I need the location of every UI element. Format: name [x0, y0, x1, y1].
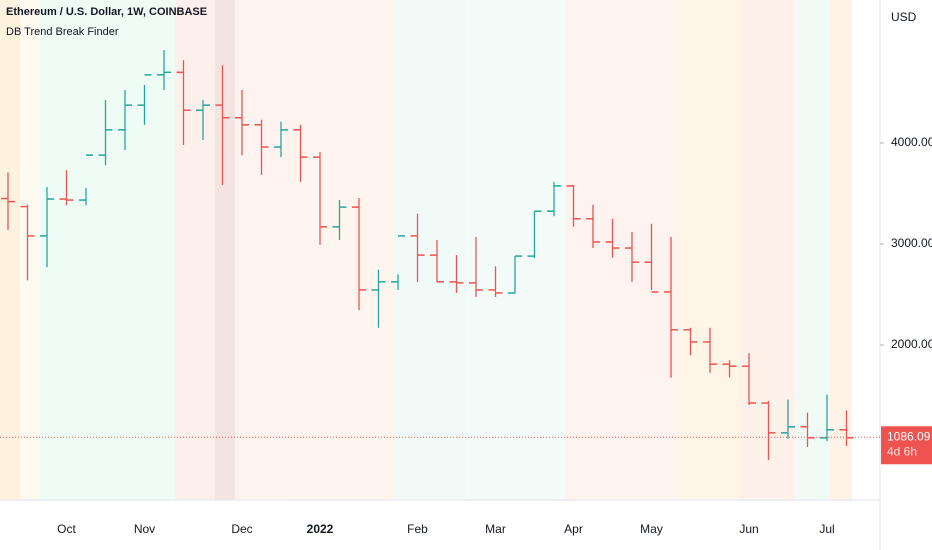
y-tick-label: 4000.00: [891, 135, 932, 149]
band: [295, 0, 395, 500]
band: [740, 0, 795, 500]
countdown-label: 4d 6h: [887, 444, 917, 458]
band: [680, 0, 740, 500]
band: [215, 0, 235, 500]
y-axis-label: USD: [891, 10, 917, 24]
x-tick-label: Nov: [134, 522, 155, 536]
x-tick-label: Jun: [739, 522, 758, 536]
band: [465, 0, 565, 500]
band: [795, 0, 830, 500]
x-tick-label: Dec: [231, 522, 252, 536]
x-tick-label: 2022: [307, 522, 334, 536]
band: [40, 0, 175, 500]
y-tick-label: 2000.00: [891, 337, 932, 351]
chart-title: Ethereum / U.S. Dollar, 1W, COINBASE: [6, 6, 207, 18]
x-tick-label: Mar: [485, 522, 506, 536]
band: [565, 0, 680, 500]
x-tick-label: Oct: [57, 522, 76, 536]
band: [395, 0, 465, 500]
last-price-label: 1086.09: [887, 429, 931, 443]
x-tick-label: May: [640, 522, 663, 536]
band: [20, 0, 40, 500]
x-tick-label: Apr: [564, 522, 583, 536]
band: [830, 0, 852, 500]
band: [175, 0, 215, 500]
x-tick-label: Jul: [819, 522, 834, 536]
band: [0, 0, 20, 500]
indicator-name: DB Trend Break Finder: [6, 26, 119, 38]
background-bands: [0, 0, 852, 500]
x-tick-label: Feb: [407, 522, 428, 536]
y-tick-label: 3000.00: [891, 236, 932, 250]
band: [235, 0, 295, 500]
last-price-box: [881, 426, 932, 465]
